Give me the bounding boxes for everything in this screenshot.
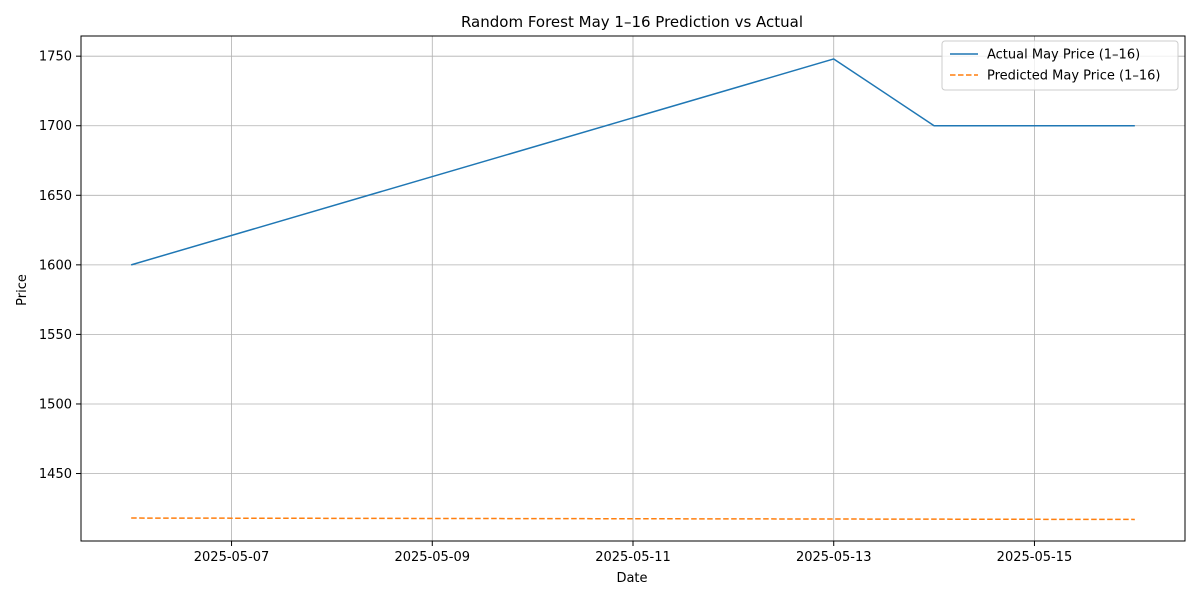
x-tick-label: 2025-05-07 — [194, 550, 270, 565]
y-tick-label: 1450 — [39, 467, 72, 482]
y-tick-label: 1750 — [39, 50, 72, 65]
y-axis-label: Price — [15, 274, 30, 306]
chart-title: Random Forest May 1–16 Prediction vs Act… — [461, 13, 803, 31]
series-line-predicted — [131, 517, 1135, 521]
x-tick-label: 2025-05-13 — [796, 550, 872, 565]
series-lines — [130, 58, 1135, 521]
y-tick-label: 1650 — [39, 189, 72, 204]
series-line-actual — [130, 58, 1135, 266]
y-tick-label: 1550 — [39, 328, 72, 343]
y-tick-label: 1600 — [39, 258, 72, 273]
x-tick-label: 2025-05-11 — [595, 550, 671, 565]
legend-box — [941, 40, 1179, 91]
legend: Actual May Price (1–16) Predicted May Pr… — [941, 40, 1179, 91]
y-axis-ticks: 1450 1500 1550 1600 1650 1700 1750 — [39, 50, 81, 482]
y-tick-label: 1700 — [39, 119, 72, 134]
legend-label-actual: Actual May Price (1–16) — [987, 48, 1140, 63]
y-tick-label: 1500 — [39, 397, 72, 412]
legend-label-predicted: Predicted May Price (1–16) — [987, 69, 1160, 84]
x-axis-label: Date — [616, 571, 647, 586]
x-axis-ticks: 2025-05-07 2025-05-09 2025-05-11 2025-05-13… — [194, 541, 1072, 565]
x-tick-label: 2025-05-09 — [394, 550, 470, 565]
x-tick-label: 2025-05-15 — [997, 550, 1073, 565]
